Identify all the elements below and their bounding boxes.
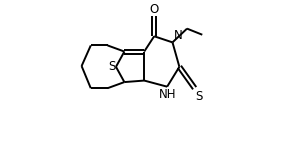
Text: S: S [195,90,203,103]
Text: O: O [150,3,159,16]
Text: S: S [108,60,115,73]
Text: NH: NH [158,88,176,101]
Text: N: N [174,29,182,42]
